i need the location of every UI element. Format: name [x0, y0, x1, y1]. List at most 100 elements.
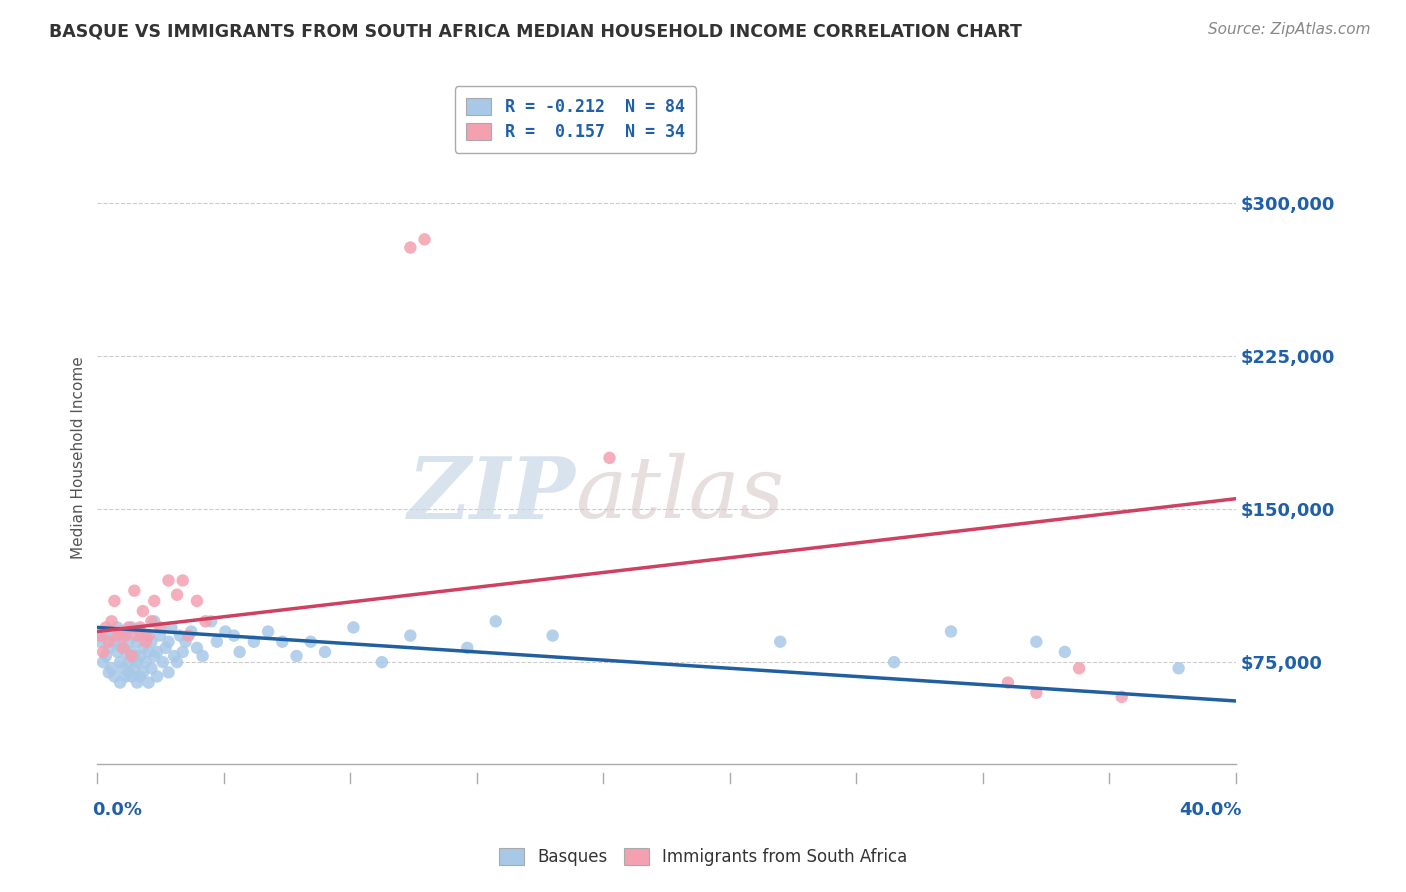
- Point: [132, 665, 155, 680]
- Point: [157, 665, 180, 680]
- Point: [399, 240, 422, 254]
- Point: [108, 675, 131, 690]
- Point: [105, 645, 128, 659]
- Legend: R = -0.212  N = 84, R =  0.157  N = 34: R = -0.212 N = 84, R = 0.157 N = 34: [454, 87, 696, 153]
- Point: [157, 574, 180, 588]
- Point: [541, 629, 564, 643]
- Point: [127, 675, 149, 690]
- Point: [399, 629, 422, 643]
- Point: [111, 640, 134, 655]
- Point: [214, 624, 236, 639]
- Point: [127, 634, 149, 648]
- Point: [149, 620, 172, 634]
- Point: [124, 583, 146, 598]
- Point: [1025, 634, 1047, 648]
- Point: [127, 655, 149, 669]
- Point: [103, 634, 125, 648]
- Y-axis label: Median Household Income: Median Household Income: [72, 357, 86, 559]
- Point: [163, 648, 186, 663]
- Point: [342, 620, 364, 634]
- Point: [132, 604, 155, 618]
- Point: [118, 634, 141, 648]
- Point: [172, 645, 194, 659]
- Point: [883, 655, 905, 669]
- Point: [285, 648, 308, 663]
- Point: [121, 645, 143, 659]
- Point: [299, 634, 322, 648]
- Point: [111, 661, 134, 675]
- Point: [108, 624, 131, 639]
- Point: [1067, 661, 1090, 675]
- Point: [172, 574, 194, 588]
- Point: [314, 645, 336, 659]
- Point: [177, 629, 200, 643]
- Point: [129, 620, 152, 634]
- Point: [155, 640, 177, 655]
- Point: [157, 634, 180, 648]
- Point: [118, 665, 141, 680]
- Point: [94, 648, 117, 663]
- Point: [485, 615, 508, 629]
- Point: [89, 629, 111, 643]
- Point: [91, 655, 114, 669]
- Point: [1025, 686, 1047, 700]
- Point: [152, 655, 174, 669]
- Point: [118, 620, 141, 634]
- Point: [108, 655, 131, 669]
- Point: [135, 655, 157, 669]
- Point: [228, 645, 250, 659]
- Point: [200, 615, 222, 629]
- Point: [100, 629, 122, 643]
- Point: [91, 645, 114, 659]
- Point: [143, 594, 166, 608]
- Point: [138, 629, 160, 643]
- Point: [939, 624, 962, 639]
- Point: [371, 655, 394, 669]
- Point: [174, 634, 197, 648]
- Point: [160, 620, 183, 634]
- Point: [132, 640, 155, 655]
- Point: [121, 620, 143, 634]
- Point: [129, 669, 152, 683]
- Text: 0.0%: 0.0%: [91, 801, 142, 819]
- Point: [135, 629, 157, 643]
- Point: [121, 648, 143, 663]
- Point: [141, 661, 163, 675]
- Point: [141, 615, 163, 629]
- Point: [138, 675, 160, 690]
- Point: [124, 661, 146, 675]
- Point: [169, 629, 191, 643]
- Point: [143, 615, 166, 629]
- Point: [146, 645, 169, 659]
- Point: [194, 615, 217, 629]
- Point: [97, 665, 120, 680]
- Point: [114, 624, 136, 639]
- Point: [135, 634, 157, 648]
- Point: [149, 629, 172, 643]
- Point: [100, 661, 122, 675]
- Point: [180, 624, 202, 639]
- Point: [205, 634, 228, 648]
- Text: BASQUE VS IMMIGRANTS FROM SOUTH AFRICA MEDIAN HOUSEHOLD INCOME CORRELATION CHART: BASQUE VS IMMIGRANTS FROM SOUTH AFRICA M…: [49, 22, 1022, 40]
- Point: [599, 450, 621, 465]
- Point: [105, 629, 128, 643]
- Point: [114, 669, 136, 683]
- Point: [94, 620, 117, 634]
- Point: [143, 648, 166, 663]
- Point: [166, 588, 188, 602]
- Point: [124, 648, 146, 663]
- Point: [271, 634, 294, 648]
- Point: [103, 669, 125, 683]
- Point: [166, 655, 188, 669]
- Point: [1053, 645, 1076, 659]
- Point: [111, 629, 134, 643]
- Point: [114, 629, 136, 643]
- Point: [105, 620, 128, 634]
- Point: [769, 634, 792, 648]
- Point: [1167, 661, 1189, 675]
- Point: [127, 629, 149, 643]
- Point: [997, 675, 1019, 690]
- Point: [257, 624, 280, 639]
- Point: [146, 669, 169, 683]
- Text: 40.0%: 40.0%: [1178, 801, 1241, 819]
